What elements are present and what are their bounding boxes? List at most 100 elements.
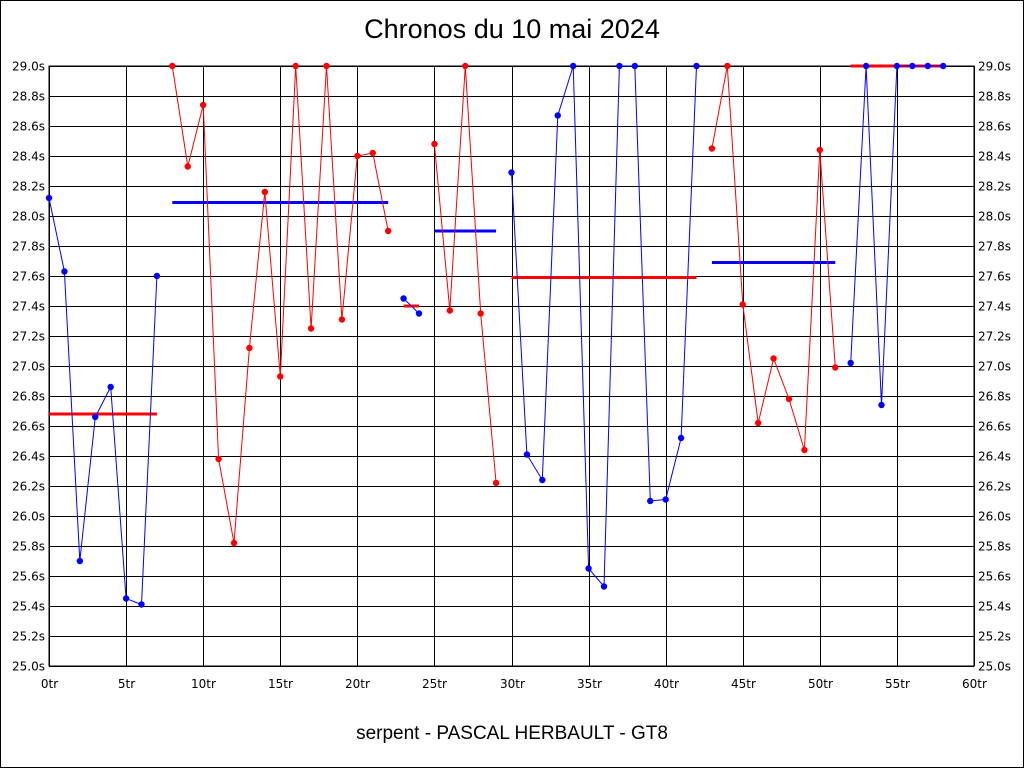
data-point	[246, 344, 253, 352]
data-point	[415, 310, 423, 317]
data-point	[446, 307, 454, 314]
y-tick-label-right: 26.0s	[978, 510, 1011, 524]
x-tick-label: 20tr	[345, 677, 370, 691]
data-point	[261, 188, 269, 196]
data-point	[724, 62, 731, 70]
data-point	[816, 146, 824, 154]
y-tick-label-left: 28.4s	[12, 150, 45, 164]
y-tick-label-right: 28.2s	[978, 180, 1011, 194]
chart-subtitle: serpent - PASCAL HERBAULT - GT8	[356, 723, 668, 744]
data-point	[878, 401, 885, 409]
data-point	[400, 295, 407, 302]
y-tick-label-right: 28.4s	[978, 150, 1011, 164]
data-point	[585, 565, 592, 572]
data-point	[708, 145, 716, 152]
y-tick-label-left: 26.2s	[12, 480, 45, 494]
data-point	[924, 62, 931, 70]
y-tick-label-left: 27.6s	[12, 270, 45, 284]
y-tick-label-left: 25.0s	[12, 660, 45, 674]
x-tick-label: 15tr	[268, 677, 293, 691]
data-point	[169, 62, 176, 70]
x-tick-label: 45tr	[731, 677, 756, 691]
x-tick-label: 35tr	[577, 677, 602, 691]
y-tick-label-left: 25.4s	[12, 600, 45, 614]
chart-title: Chronos du 10 mai 2024	[364, 14, 660, 44]
y-tick-label-right: 25.8s	[978, 540, 1011, 554]
y-tick-label-left: 26.4s	[12, 450, 45, 464]
data-point	[122, 595, 130, 602]
data-point	[647, 497, 654, 505]
data-point	[292, 62, 299, 70]
data-point	[939, 62, 947, 70]
data-point	[477, 310, 484, 317]
y-tick-label-left: 26.6s	[12, 420, 45, 434]
data-point	[785, 395, 793, 403]
x-tick-label: 55tr	[885, 677, 910, 691]
y-tick-label-left: 25.2s	[12, 630, 45, 644]
x-tick-label: 25tr	[422, 677, 447, 691]
data-point	[369, 149, 376, 157]
y-tick-label-left: 25.8s	[12, 540, 45, 554]
y-tick-label-left: 27.0s	[12, 360, 45, 374]
data-point	[523, 451, 531, 458]
y-tick-label-right: 27.2s	[978, 330, 1011, 344]
data-point	[153, 272, 161, 280]
data-point	[45, 194, 53, 202]
data-point	[61, 268, 68, 275]
y-tick-label-left: 26.0s	[12, 510, 45, 524]
x-tick-label: 5tr	[118, 677, 135, 691]
data-point	[338, 316, 346, 323]
y-tick-label-right: 26.8s	[978, 390, 1011, 404]
y-tick-label-right: 26.2s	[978, 480, 1011, 494]
y-tick-label-left: 29.0s	[12, 60, 45, 74]
data-point	[754, 419, 762, 427]
y-tick-label-left: 27.8s	[12, 240, 45, 254]
y-tick-label-right: 27.8s	[978, 240, 1011, 254]
y-tick-label-right: 26.4s	[978, 450, 1011, 464]
data-point	[508, 169, 515, 176]
y-tick-label-left: 28.0s	[12, 210, 45, 224]
data-point	[384, 227, 392, 235]
y-tick-label-right: 25.0s	[978, 660, 1011, 674]
data-point	[492, 479, 500, 487]
data-point	[431, 140, 438, 148]
y-tick-label-right: 27.0s	[978, 360, 1011, 374]
data-point	[184, 163, 191, 170]
data-point	[616, 62, 623, 70]
data-point	[76, 557, 84, 565]
data-point	[215, 455, 222, 463]
x-tick-label: 40tr	[654, 677, 679, 691]
y-tick-label-right: 28.6s	[978, 120, 1011, 134]
data-point	[138, 601, 145, 608]
data-point	[462, 62, 469, 70]
x-tick-label: 50tr	[808, 677, 833, 691]
y-tick-label-left: 26.8s	[12, 390, 45, 404]
y-tick-label-right: 25.6s	[978, 570, 1011, 584]
data-point	[554, 112, 561, 119]
data-point	[199, 101, 207, 109]
data-point	[107, 383, 114, 391]
data-point	[230, 539, 238, 547]
data-point	[677, 434, 685, 442]
x-tick-label: 30tr	[500, 677, 525, 691]
y-tick-label-left: 28.2s	[12, 180, 45, 194]
data-point	[323, 62, 330, 70]
y-tick-label-left: 28.8s	[12, 90, 45, 104]
data-point	[631, 62, 639, 70]
y-tick-label-left: 25.6s	[12, 570, 45, 584]
data-point	[847, 359, 854, 367]
data-point	[693, 62, 700, 70]
x-tick-label: 10tr	[191, 677, 216, 691]
data-point	[662, 496, 669, 503]
y-tick-label-right: 28.8s	[978, 90, 1011, 104]
data-point	[92, 413, 99, 421]
x-tick-label: 60tr	[962, 677, 987, 691]
y-tick-label-right: 25.4s	[978, 600, 1011, 614]
data-point	[832, 364, 839, 371]
y-tick-label-right: 28.0s	[978, 210, 1011, 224]
data-point	[801, 446, 808, 454]
data-point	[539, 476, 546, 484]
y-tick-label-right: 27.4s	[978, 300, 1011, 314]
data-point	[739, 301, 746, 308]
